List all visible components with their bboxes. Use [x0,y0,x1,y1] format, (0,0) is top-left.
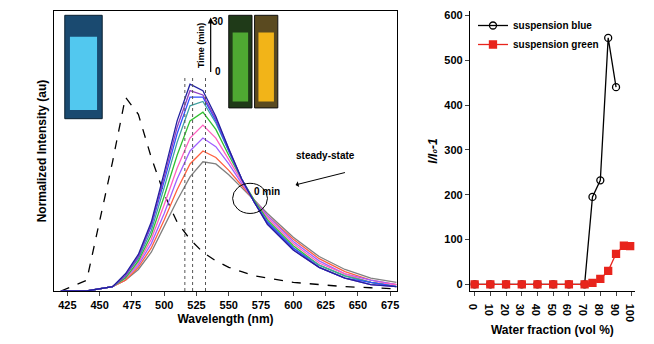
svg-text:475: 475 [123,299,141,311]
svg-text:625: 625 [316,299,334,311]
svg-text:400: 400 [444,99,462,111]
svg-text:30: 30 [514,304,526,316]
svg-text:675: 675 [381,299,399,311]
svg-text:0: 0 [467,304,479,310]
svg-text:steady-state: steady-state [296,150,355,161]
svg-text:Wavelength (nm): Wavelength (nm) [177,312,273,326]
svg-text:suspension green: suspension green [513,39,599,50]
svg-text:30: 30 [212,16,224,27]
svg-text:80: 80 [593,304,605,316]
svg-text:500: 500 [444,54,462,66]
svg-text:650: 650 [349,299,367,311]
svg-text:300: 300 [444,144,462,156]
svg-text:70: 70 [577,304,589,316]
svg-text:Normalized Intensity (au): Normalized Intensity (au) [35,80,49,223]
svg-text:20: 20 [499,304,511,316]
svg-text:0: 0 [457,278,463,290]
svg-text:425: 425 [58,299,76,311]
svg-text:525: 525 [187,299,205,311]
svg-text:0 min: 0 min [254,186,280,197]
svg-text:Time (min): Time (min) [196,23,206,68]
svg-text:10: 10 [483,304,495,316]
svg-text:60: 60 [561,304,573,316]
svg-text:100: 100 [444,233,462,245]
svg-text:500: 500 [155,299,173,311]
svg-text:40: 40 [530,304,542,316]
svg-text:550: 550 [220,299,238,311]
svg-text:50: 50 [546,304,558,316]
svg-text:600: 600 [444,9,462,21]
svg-text:90: 90 [609,304,621,316]
svg-text:200: 200 [444,189,462,201]
svg-text:suspension blue: suspension blue [513,20,592,31]
svg-text:575: 575 [252,299,270,311]
svg-text:600: 600 [284,299,302,311]
svg-text:0: 0 [215,66,221,77]
svg-text:Water fraction (vol %): Water fraction (vol %) [491,323,614,337]
svg-text:100: 100 [624,304,636,322]
svg-text:I/I₀-1: I/I₀-1 [426,138,440,164]
svg-text:450: 450 [90,299,108,311]
